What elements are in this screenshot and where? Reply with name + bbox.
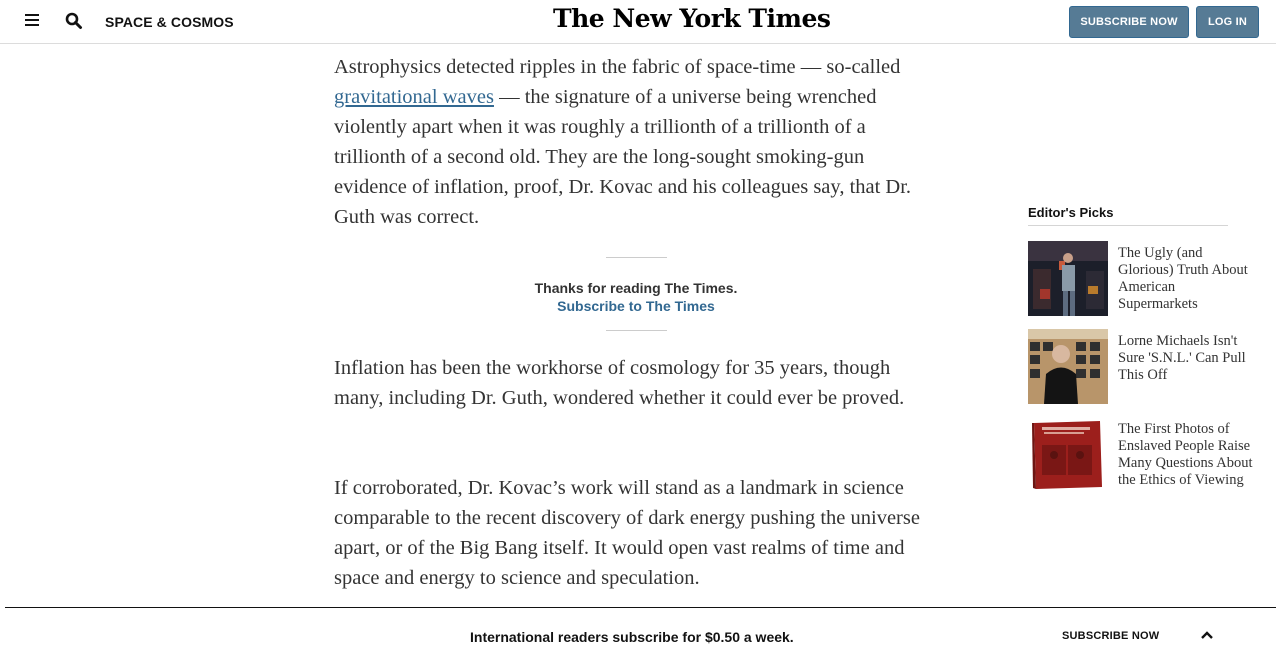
editors-pick-item[interactable]: The First Photos of Enslaved People Rais… xyxy=(1028,417,1258,493)
thanks-message: Thanks for reading The Times. xyxy=(534,280,738,296)
login-button[interactable]: LOG IN xyxy=(1196,6,1259,38)
chevron-up-icon[interactable] xyxy=(1200,630,1214,640)
divider xyxy=(606,330,667,331)
editors-pick-item[interactable]: Lorne Michaels Isn't Sure 'S.N.L.' Can P… xyxy=(1028,329,1258,405)
article-paragraph: If corroborated, Dr. Kovac’s work will s… xyxy=(334,477,920,589)
editors-pick-headline[interactable]: The First Photos of Enslaved People Rais… xyxy=(1118,421,1253,488)
editors-picks-title: Editor's Picks xyxy=(1028,205,1114,220)
paragraph-text: Astrophysics detected ripples in the fab… xyxy=(334,56,901,78)
book-cover-thumbnail[interactable] xyxy=(1028,417,1108,492)
bottom-subscribe-button[interactable]: SUBSCRIBE NOW xyxy=(1062,630,1160,642)
subscribe-offer-text: International readers subscribe for $0.5… xyxy=(470,629,794,645)
divider xyxy=(606,257,667,258)
editors-pick-item[interactable]: The Ugly (and Glorious) Truth About Amer… xyxy=(1028,241,1258,317)
section-link[interactable]: SPACE & COSMOS xyxy=(105,14,234,30)
subscribe-link[interactable]: Subscribe to The Times xyxy=(557,298,715,314)
bottom-subscribe-bar: International readers subscribe for $0.5… xyxy=(5,607,1276,666)
paragraph-text: — the signature of a universe being wren… xyxy=(334,86,912,228)
hamburger-menu-icon[interactable] xyxy=(25,14,39,26)
top-header: SPACE & COSMOS The New York Times SUBSCR… xyxy=(0,0,1276,44)
subscribe-promo: Thanks for reading The Times. Subscribe … xyxy=(434,279,838,315)
editors-pick-headline[interactable]: Lorne Michaels Isn't Sure 'S.N.L.' Can P… xyxy=(1118,333,1246,383)
divider xyxy=(1028,225,1228,226)
article-paragraph: Astrophysics detected ripples in the fab… xyxy=(334,52,939,232)
subscribe-button[interactable]: SUBSCRIBE NOW xyxy=(1069,6,1189,38)
lorne-michaels-thumbnail[interactable] xyxy=(1028,329,1108,404)
gravitational-waves-link[interactable]: gravitational waves xyxy=(334,86,494,108)
nyt-logo[interactable]: The New York Times xyxy=(553,4,831,33)
editors-pick-headline[interactable]: The Ugly (and Glorious) Truth About Amer… xyxy=(1118,245,1248,312)
supermarket-thumbnail[interactable] xyxy=(1028,241,1108,316)
article-paragraph: Inflation has been the workhorse of cosm… xyxy=(334,357,905,409)
search-icon[interactable] xyxy=(65,12,83,30)
